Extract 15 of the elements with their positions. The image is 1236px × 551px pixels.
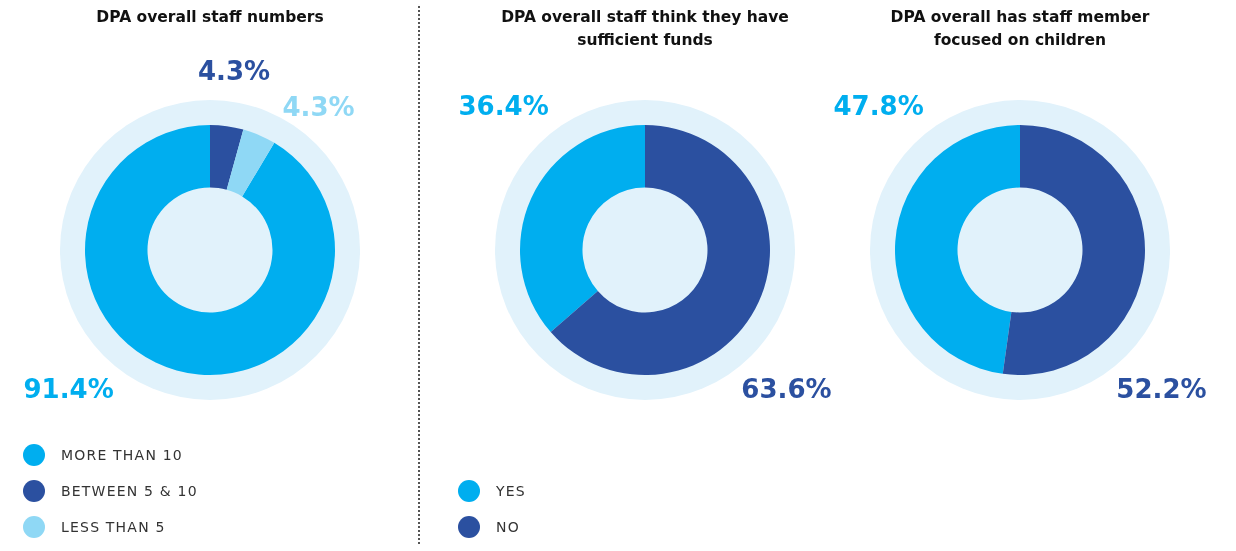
chart-title: DPA overall staff think they have sufficient funds — [500, 7, 790, 51]
legend-label: YES — [496, 483, 526, 499]
data-label: 47.8% — [833, 91, 924, 122]
data-label: 36.4% — [458, 91, 549, 122]
legend-label: MORE THAN 10 — [61, 447, 183, 463]
data-label: 91.4% — [23, 374, 114, 405]
legend-label: BETWEEN 5 & 10 — [61, 483, 198, 499]
data-label: 4.3% — [197, 56, 271, 87]
data-label: 4.3% — [282, 91, 355, 122]
legend-label: LESS THAN 5 — [61, 519, 166, 535]
data-label: 52.2% — [1116, 374, 1207, 405]
chart-title: DPA overall has staff member focused on children — [889, 7, 1151, 51]
data-label: 63.6% — [741, 374, 832, 405]
legend-label: NO — [496, 519, 520, 535]
chart-title: DPA overall staff numbers — [95, 7, 325, 28]
